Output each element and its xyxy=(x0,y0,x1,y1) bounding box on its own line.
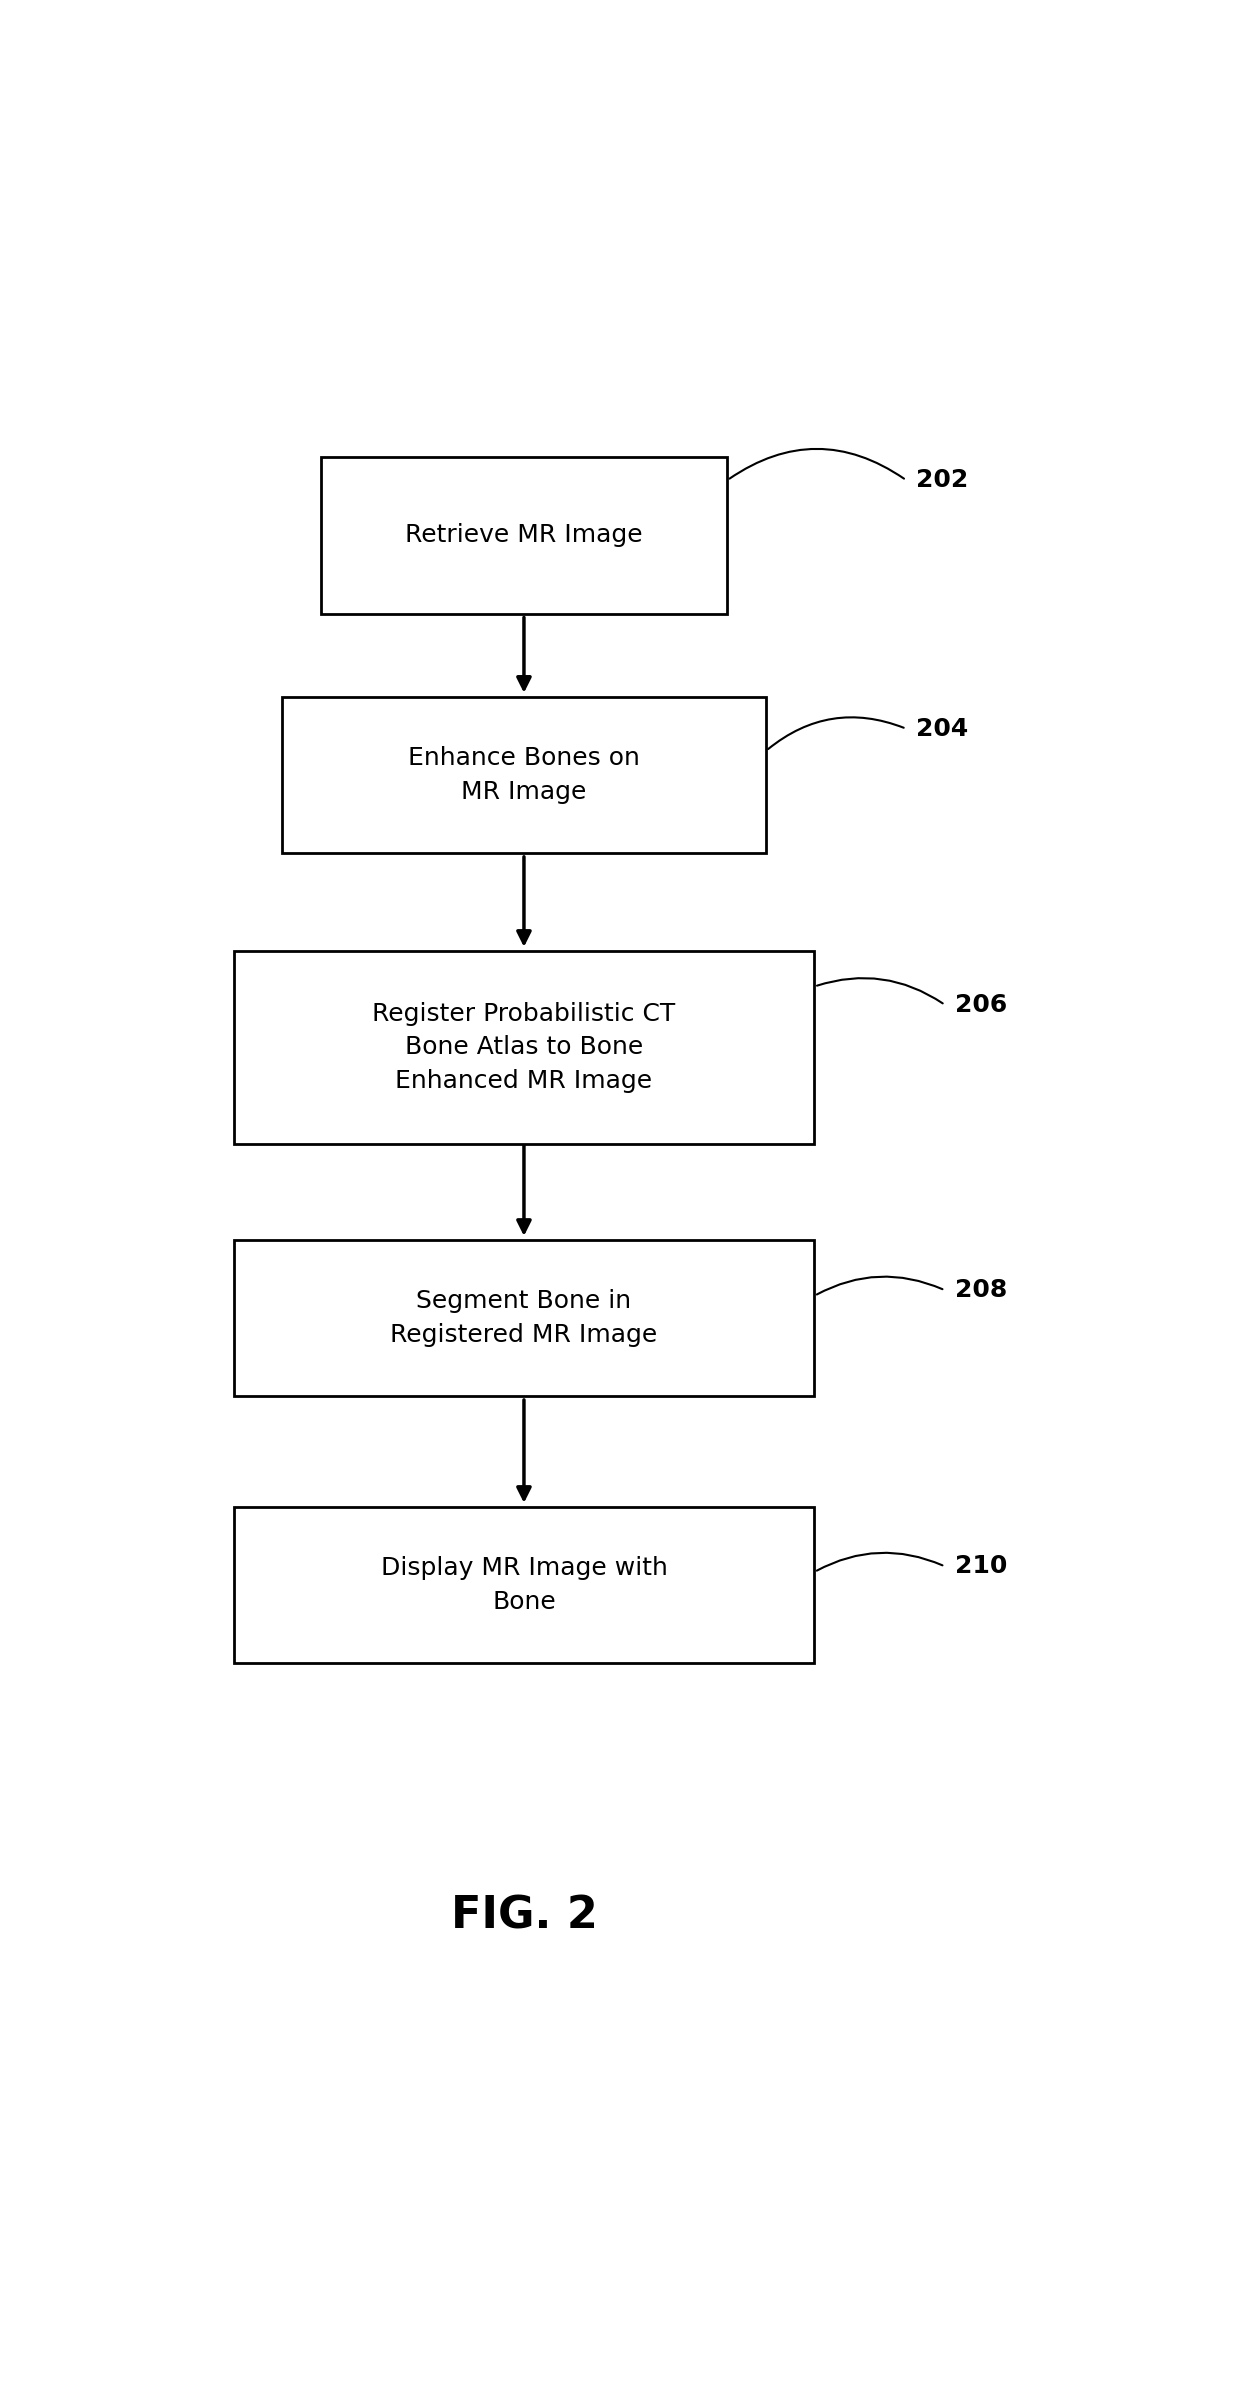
Bar xyxy=(321,457,727,614)
Text: 208: 208 xyxy=(954,1279,1007,1303)
Text: Retrieve MR Image: Retrieve MR Image xyxy=(405,524,643,548)
FancyArrowPatch shape xyxy=(817,1552,943,1571)
Text: Display MR Image with
Bone: Display MR Image with Bone xyxy=(381,1557,667,1614)
FancyArrowPatch shape xyxy=(729,450,904,478)
Text: Register Probabilistic CT
Bone Atlas to Bone
Enhanced MR Image: Register Probabilistic CT Bone Atlas to … xyxy=(372,1002,676,1093)
FancyArrowPatch shape xyxy=(768,717,904,748)
Text: Segment Bone in
Registered MR Image: Segment Bone in Registered MR Image xyxy=(391,1289,657,1346)
Text: 206: 206 xyxy=(954,992,1007,1016)
Text: FIG. 2: FIG. 2 xyxy=(451,1894,597,1937)
Bar xyxy=(234,1239,814,1396)
Text: 204: 204 xyxy=(916,717,968,741)
FancyArrowPatch shape xyxy=(817,978,943,1004)
Text: Enhance Bones on
MR Image: Enhance Bones on MR Image xyxy=(408,746,639,803)
Text: 210: 210 xyxy=(954,1554,1007,1578)
Bar xyxy=(234,952,814,1143)
Bar xyxy=(282,696,766,854)
Text: 202: 202 xyxy=(916,469,968,493)
Bar xyxy=(234,1506,814,1664)
FancyArrowPatch shape xyxy=(817,1277,943,1294)
